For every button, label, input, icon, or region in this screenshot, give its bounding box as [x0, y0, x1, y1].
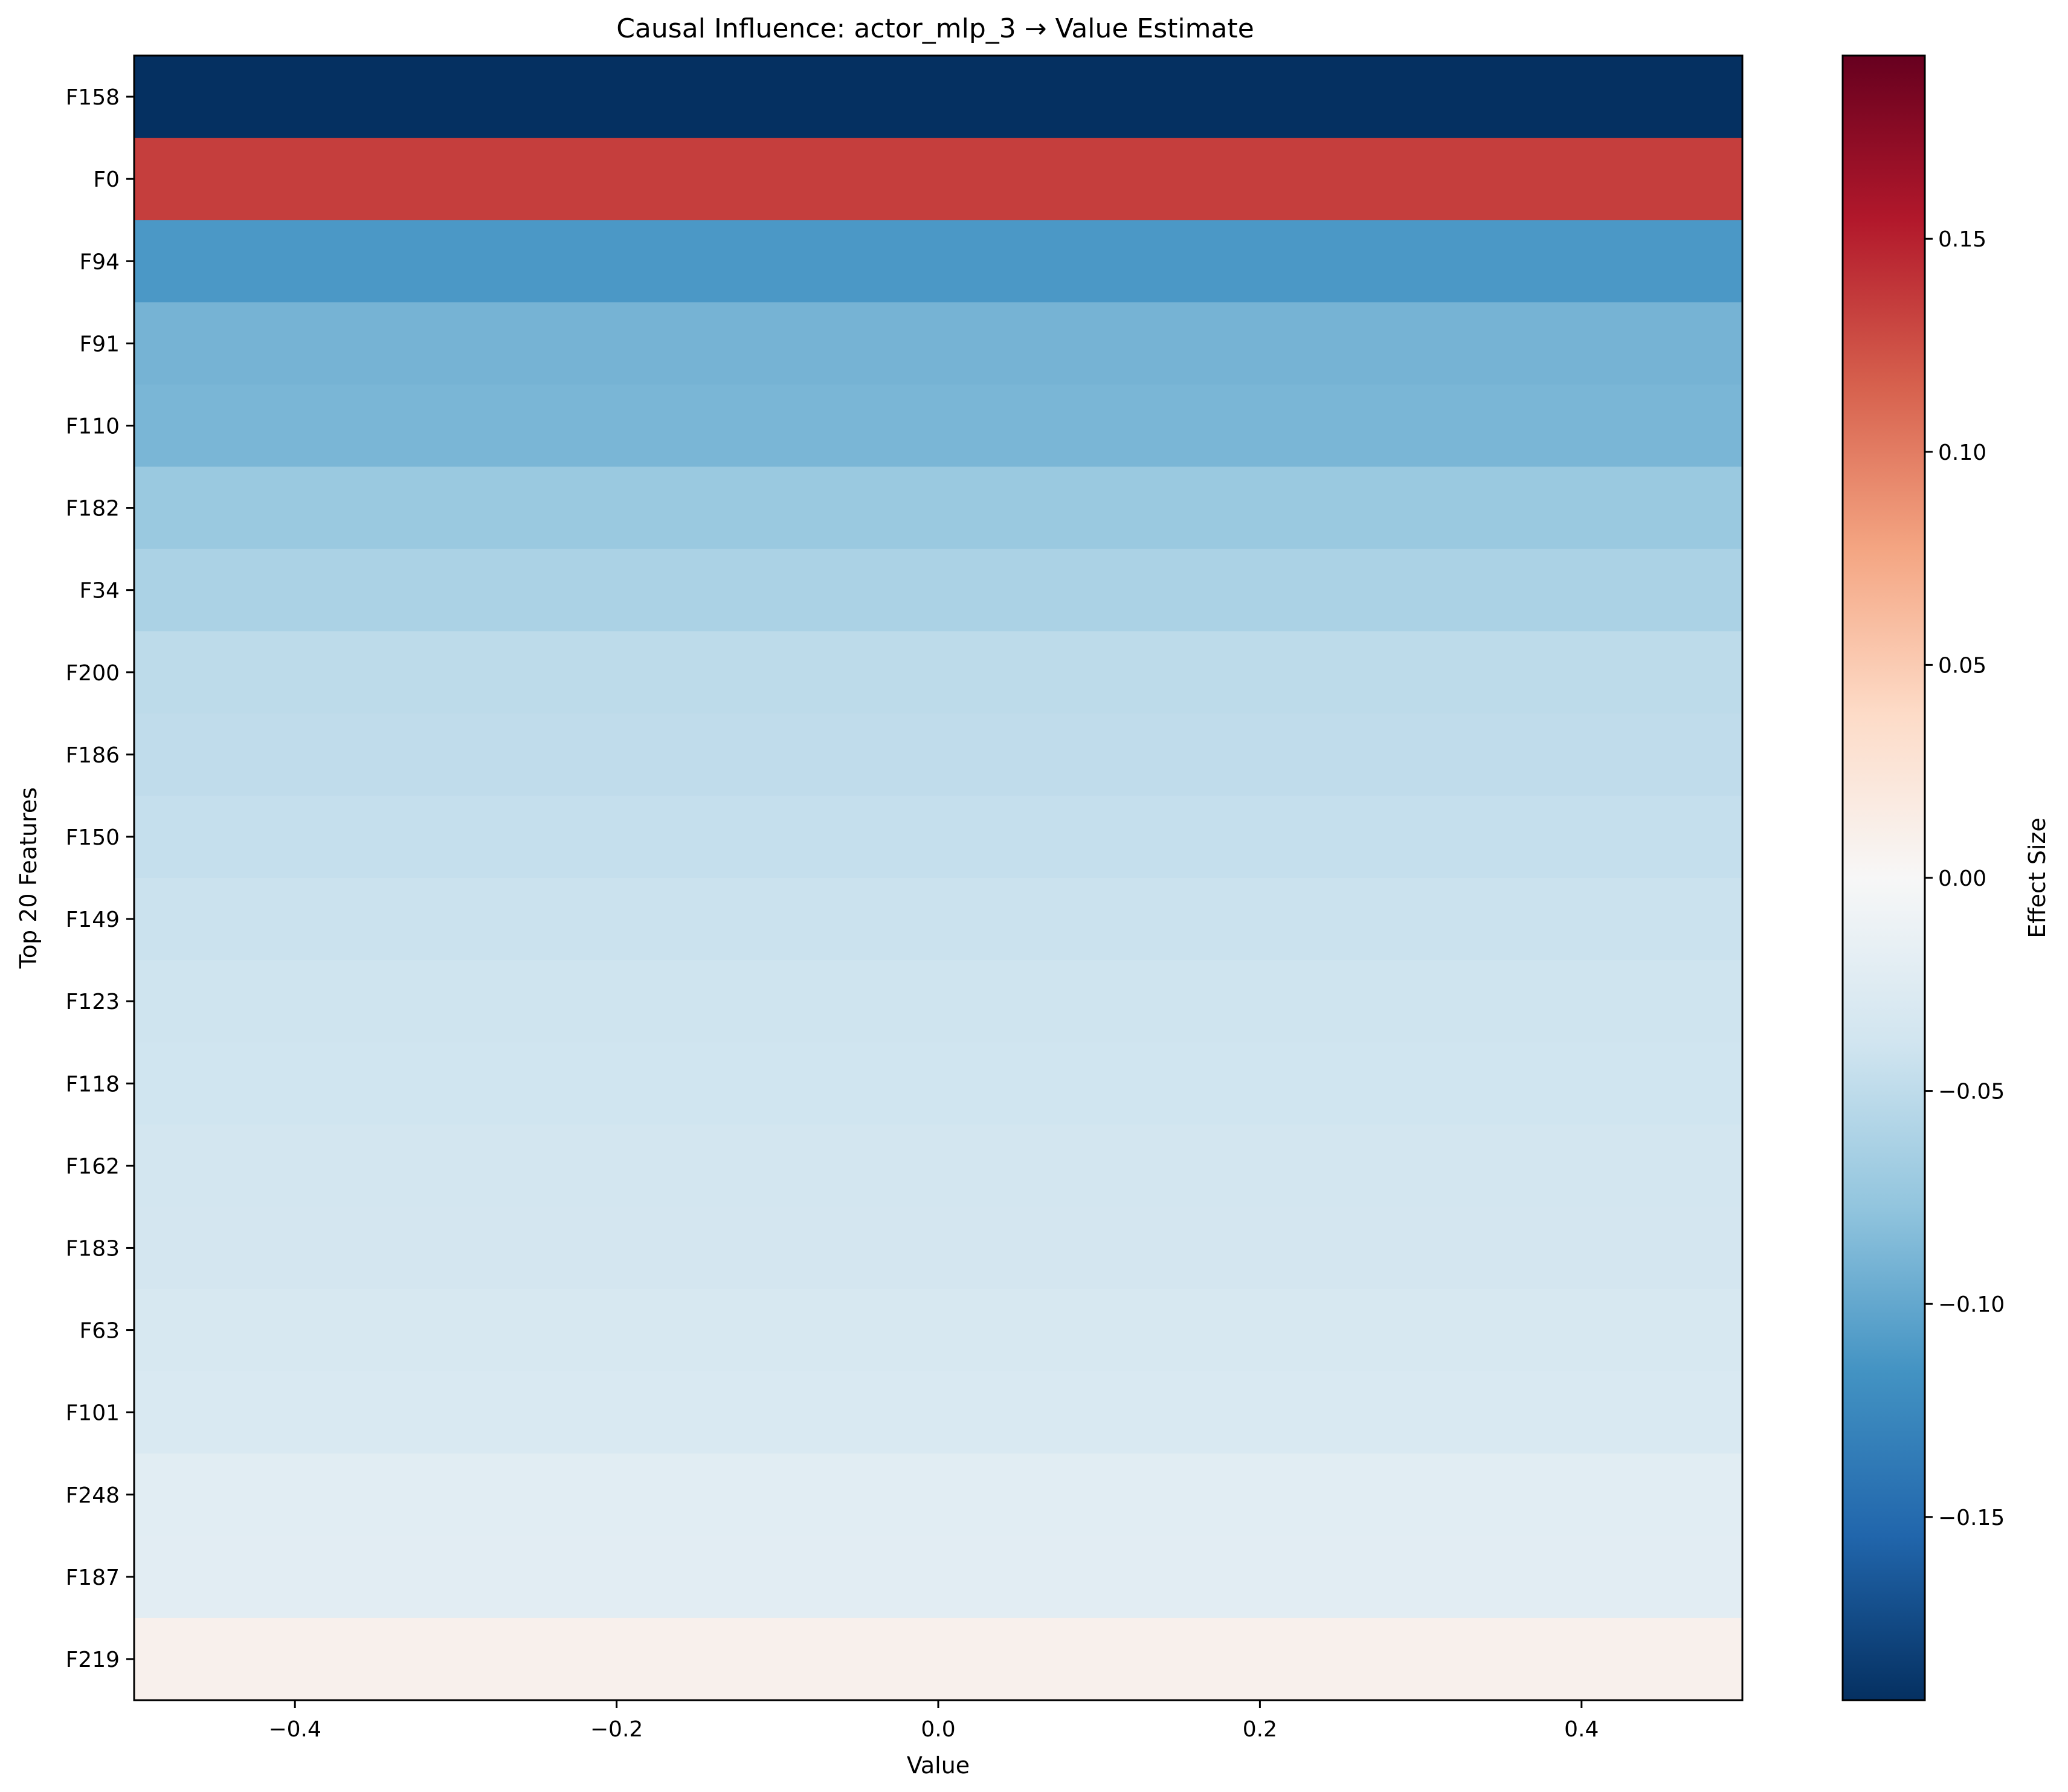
heatmap-cell — [134, 1042, 1742, 1125]
y-tick-label: F186 — [66, 743, 120, 768]
y-tick-label: F162 — [66, 1154, 120, 1179]
heatmap-cell — [134, 1289, 1742, 1372]
x-tick-label: −0.2 — [590, 1717, 643, 1742]
colorbar-label: Effect Size — [2024, 817, 2050, 938]
colorbar-ticks: 0.15 0.10 0.05 0.00 −0.05 −0.10 −0.15 — [1925, 227, 2005, 1530]
heatmap-cell — [134, 795, 1742, 878]
y-tick-label: F0 — [93, 167, 120, 192]
y-tick-label: F248 — [66, 1483, 120, 1508]
y-tick-label: F101 — [66, 1401, 120, 1426]
heatmap-cell — [134, 138, 1742, 221]
y-tick-label: F123 — [66, 990, 120, 1014]
x-tick-label: −0.4 — [268, 1717, 321, 1742]
colorbar — [1841, 54, 1926, 1701]
x-tick-label: 0.0 — [921, 1717, 955, 1742]
heatmap-cell — [134, 631, 1742, 714]
heatmap-cell — [134, 384, 1742, 468]
y-tick-label: F91 — [79, 332, 120, 356]
y-tick-label: F219 — [66, 1648, 120, 1672]
x-axis-label: Value — [907, 1752, 970, 1779]
colorbar-tick-label: 0.00 — [1938, 866, 1986, 891]
heatmap-cell — [134, 56, 1742, 138]
y-tick-label: F63 — [79, 1319, 120, 1344]
heatmap-cell — [134, 220, 1742, 303]
heatmap-cell — [134, 549, 1742, 632]
heatmap-cell — [134, 466, 1742, 550]
x-axis-ticks: −0.4 −0.2 0.0 0.2 0.4 — [268, 1700, 1599, 1742]
colorbar-tick-label: 0.05 — [1938, 653, 1986, 678]
y-tick-label: F182 — [66, 497, 120, 521]
y-tick-label: F118 — [66, 1072, 120, 1097]
heatmap-cell — [134, 878, 1742, 961]
heatmap-cell — [134, 1617, 1742, 1701]
heatmap-cell — [134, 1124, 1742, 1207]
y-tick-label: F187 — [66, 1565, 120, 1590]
y-tick-label: F150 — [66, 825, 120, 850]
y-tick-label: F183 — [66, 1236, 120, 1261]
heatmap-cell — [134, 1207, 1742, 1290]
y-tick-label: F200 — [66, 661, 120, 686]
heatmap-cell — [134, 960, 1742, 1043]
colorbar-tick-label: −0.05 — [1938, 1080, 2005, 1104]
colorbar-tick-label: 0.10 — [1938, 440, 1986, 465]
colorbar-tick-label: −0.15 — [1938, 1506, 2005, 1530]
heatmap-cell — [134, 1453, 1742, 1536]
colorbar-tick-label: 0.15 — [1938, 227, 1986, 252]
y-tick-label: F110 — [66, 414, 120, 439]
y-tick-label: F94 — [79, 250, 120, 274]
chart-title: Causal Influence: actor_mlp_3 → Value Es… — [616, 13, 1254, 44]
heatmap-cell — [134, 1535, 1742, 1619]
y-tick-label: F158 — [66, 85, 120, 110]
heatmap-cells — [134, 56, 1742, 1701]
heatmap-cell — [134, 1371, 1742, 1454]
y-tick-label: F149 — [66, 907, 120, 932]
heatmap-cell — [134, 713, 1742, 796]
heatmap-cell — [134, 302, 1742, 385]
y-axis-ticks: F158 F0 F94 F91 F110 F182 F34 F200 F186 F150 F149 F… — [66, 85, 134, 1672]
y-tick-label: F34 — [79, 579, 120, 604]
x-tick-label: 0.4 — [1564, 1717, 1599, 1742]
x-tick-label: 0.2 — [1243, 1717, 1277, 1742]
colorbar-tick-label: −0.10 — [1938, 1292, 2005, 1317]
y-axis-label: Top 20 Features — [15, 787, 42, 969]
